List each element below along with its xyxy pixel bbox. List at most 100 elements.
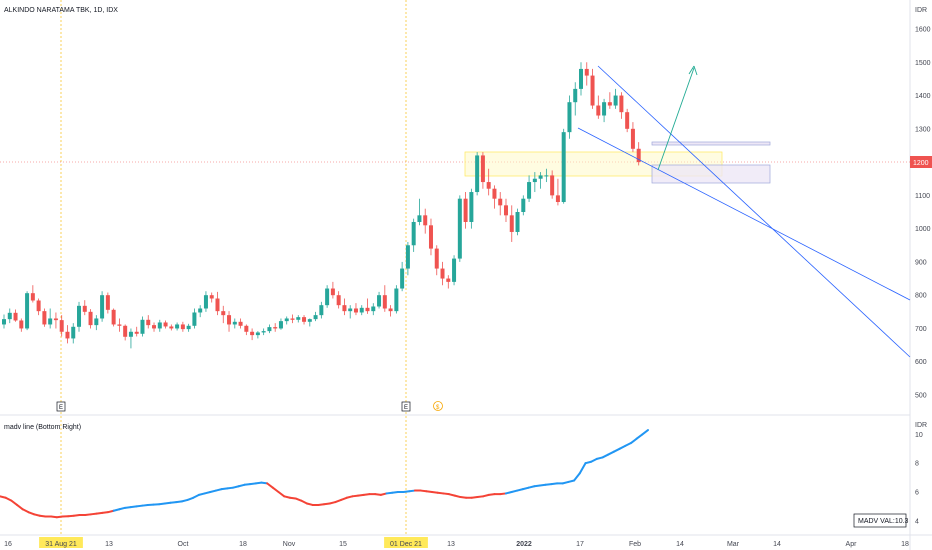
candle bbox=[284, 316, 289, 325]
indicator-segment bbox=[618, 444, 627, 450]
candle bbox=[573, 82, 578, 116]
date-highlight bbox=[384, 537, 428, 548]
candle bbox=[607, 92, 612, 109]
candle-body bbox=[7, 312, 12, 320]
candle bbox=[394, 285, 399, 314]
candle bbox=[602, 98, 607, 123]
candle-body bbox=[36, 300, 41, 312]
candle bbox=[498, 192, 503, 216]
dividend-marker[interactable]: $ bbox=[433, 401, 443, 412]
candle bbox=[19, 318, 24, 332]
price-tick: 1600 bbox=[915, 27, 931, 34]
candle bbox=[579, 62, 583, 96]
candle bbox=[388, 305, 393, 317]
candle-body bbox=[544, 175, 549, 177]
candle-body bbox=[59, 320, 64, 332]
indicator-axis: 10 8 6 4 bbox=[915, 432, 923, 525]
current-price-label: 1200 bbox=[913, 160, 929, 167]
candle-body bbox=[434, 248, 439, 269]
candle bbox=[7, 308, 12, 324]
candle bbox=[250, 328, 255, 341]
indicator-segment bbox=[277, 491, 286, 498]
time-tick: 18 bbox=[239, 541, 247, 548]
candle bbox=[140, 316, 145, 337]
candle-body bbox=[30, 293, 35, 301]
candle bbox=[111, 308, 116, 327]
time-tick: 2022 bbox=[516, 541, 532, 548]
price-tick: 1100 bbox=[915, 193, 930, 200]
candle-body bbox=[365, 307, 370, 312]
earnings-label: E bbox=[59, 405, 63, 411]
candle bbox=[342, 298, 347, 316]
candle bbox=[469, 188, 474, 229]
price-tick: 900 bbox=[915, 259, 927, 266]
candle bbox=[82, 300, 87, 316]
candle bbox=[440, 261, 445, 286]
indicator-segment bbox=[624, 442, 632, 447]
candle bbox=[330, 281, 335, 299]
candle-body bbox=[319, 305, 324, 316]
candle bbox=[105, 292, 110, 314]
candle bbox=[267, 324, 272, 334]
candle-body bbox=[509, 215, 514, 232]
indicator-segment bbox=[635, 433, 644, 440]
indicator-segment bbox=[601, 453, 610, 459]
candle bbox=[203, 291, 208, 312]
price-tick: 1400 bbox=[915, 93, 931, 100]
candle-body bbox=[284, 318, 289, 322]
price-tick: 1300 bbox=[915, 126, 931, 133]
indicator-segment bbox=[590, 457, 598, 463]
candle bbox=[538, 172, 543, 189]
candle-body bbox=[394, 288, 399, 312]
candle-body bbox=[71, 326, 76, 339]
candle-body bbox=[88, 311, 93, 326]
time-tick: 14 bbox=[676, 541, 684, 548]
candle-body bbox=[480, 155, 485, 183]
candle bbox=[423, 208, 428, 234]
candle bbox=[434, 245, 439, 276]
candle-body bbox=[515, 212, 520, 232]
candle bbox=[619, 92, 624, 119]
candle bbox=[2, 314, 6, 329]
candle-body bbox=[128, 331, 133, 337]
candle bbox=[227, 311, 232, 332]
candle bbox=[128, 328, 133, 349]
time-tick: Oct bbox=[178, 541, 189, 548]
time-tick: 01 Dec 21 bbox=[390, 541, 422, 548]
price-tick: 1500 bbox=[915, 60, 931, 67]
candle bbox=[123, 324, 128, 341]
madv-value-box bbox=[853, 513, 907, 528]
candle bbox=[169, 324, 174, 331]
candle bbox=[336, 291, 341, 309]
earnings-marker[interactable]: E bbox=[56, 401, 66, 412]
candle-body bbox=[53, 318, 58, 321]
time-tick: 14 bbox=[773, 541, 781, 548]
indicator-segment bbox=[16, 503, 24, 511]
candle bbox=[319, 301, 324, 319]
indicator-tick: 6 bbox=[915, 490, 919, 497]
candle bbox=[555, 178, 560, 206]
candle-body bbox=[290, 318, 295, 320]
candle-body bbox=[532, 178, 537, 183]
candle-body bbox=[123, 325, 128, 337]
currency-label: IDR bbox=[915, 7, 927, 14]
candle bbox=[36, 298, 41, 316]
candle-body bbox=[457, 198, 462, 259]
candle bbox=[215, 291, 220, 316]
candle-body bbox=[94, 318, 99, 326]
candle-body bbox=[579, 68, 583, 89]
chart-title: ALKINDO NARATAMA TBK, 1D, IDX bbox=[4, 7, 118, 14]
trendline-upper bbox=[597, 65, 911, 358]
earnings-marker[interactable]: E bbox=[401, 401, 411, 412]
candle-body bbox=[371, 306, 376, 312]
candle-body bbox=[590, 75, 595, 106]
candle bbox=[186, 323, 191, 332]
indicator-segment bbox=[334, 498, 343, 504]
candle bbox=[359, 305, 364, 316]
candle bbox=[417, 198, 422, 226]
price-tick: 500 bbox=[915, 393, 927, 400]
candle-body bbox=[405, 245, 410, 269]
arrow-head bbox=[688, 65, 698, 76]
candle-body bbox=[198, 308, 203, 313]
candle-body bbox=[607, 102, 612, 106]
